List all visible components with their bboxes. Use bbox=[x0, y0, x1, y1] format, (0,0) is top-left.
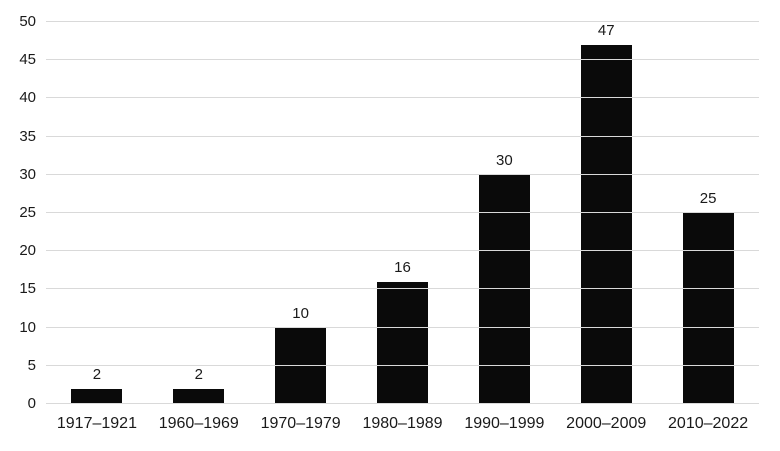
bar-value-label: 10 bbox=[292, 304, 309, 322]
gridline-20 bbox=[46, 250, 759, 252]
bar-slot: 2 bbox=[46, 22, 148, 404]
bar-slot: 25 bbox=[657, 22, 759, 404]
bar-value-label: 2 bbox=[92, 365, 102, 383]
y-tick-label-10: 10 bbox=[19, 318, 36, 336]
y-tick-label-25: 25 bbox=[19, 204, 36, 221]
y-tick-label-20: 20 bbox=[19, 242, 36, 260]
bar bbox=[478, 174, 530, 404]
x-tick-label: 2000–2009 bbox=[566, 415, 647, 432]
gridline-40 bbox=[46, 97, 759, 99]
gridline-10 bbox=[46, 326, 759, 328]
gridline-0 bbox=[46, 403, 759, 404]
y-tick-label-35: 35 bbox=[19, 127, 36, 145]
y-tick-label-45: 45 bbox=[19, 51, 36, 69]
bar-slot: 30 bbox=[453, 22, 555, 404]
bar-value-label: 16 bbox=[394, 258, 411, 276]
y-tick-label-50: 50 bbox=[19, 13, 36, 30]
x-tick-label: 1980–1989 bbox=[362, 415, 443, 432]
bar-value-label: 47 bbox=[597, 21, 615, 39]
y-tick-label-5: 5 bbox=[27, 356, 36, 374]
bar-value-label: 25 bbox=[699, 190, 717, 207]
y-tick-label-15: 15 bbox=[19, 280, 36, 298]
gridline-15 bbox=[46, 288, 759, 290]
bars-container: 2 2 10 16 30 47 25 bbox=[46, 22, 759, 404]
gridline-5 bbox=[46, 364, 759, 366]
bar-slot: 10 bbox=[250, 22, 352, 404]
gridline-25 bbox=[46, 212, 759, 213]
bar-value-label: 2 bbox=[194, 365, 203, 383]
x-tick-label: 1960–1969 bbox=[158, 415, 239, 432]
gridline-30 bbox=[46, 173, 759, 175]
x-tick-label: 1970–1979 bbox=[260, 415, 341, 432]
bar bbox=[377, 281, 428, 404]
y-tick-label-40: 40 bbox=[19, 89, 36, 107]
bar bbox=[173, 388, 225, 404]
x-tick-label: 1990–1999 bbox=[464, 415, 545, 432]
bar-slot: 47 bbox=[555, 22, 657, 404]
bar bbox=[682, 213, 734, 404]
gridline-35 bbox=[46, 135, 759, 137]
bar bbox=[580, 44, 632, 404]
x-axis: 1917–1921 1960–1969 1970–1979 1980–1989 1990… bbox=[46, 414, 759, 434]
plot-area: 2 2 10 16 30 47 25 bbox=[46, 21, 759, 404]
bar-slot: 16 bbox=[352, 22, 454, 404]
y-tick-label-30: 30 bbox=[19, 165, 36, 183]
y-tick-label-0: 0 bbox=[27, 395, 36, 412]
x-tick-label: 1917–1921 bbox=[56, 415, 137, 432]
bar-value-label: 30 bbox=[496, 151, 513, 169]
gridline-45 bbox=[46, 59, 759, 61]
bar bbox=[71, 388, 123, 404]
x-tick-label: 2010–2022 bbox=[668, 415, 749, 432]
gridline-50 bbox=[46, 21, 759, 22]
bar-slot: 2 bbox=[148, 22, 250, 404]
